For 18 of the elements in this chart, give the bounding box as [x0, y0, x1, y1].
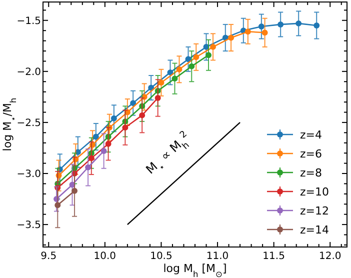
x-tick-label: 11.0 [206, 251, 229, 262]
x-tick-label: 9.5 [40, 251, 57, 262]
y-tick-label: −1.5 [16, 16, 41, 27]
x-tick-label: 12.0 [318, 251, 342, 262]
legend-label: z=14 [300, 224, 329, 236]
x-tick-label: 11.5 [262, 251, 285, 262]
legend-label: z=6 [300, 148, 322, 160]
x-tick-label: 10.0 [94, 251, 116, 262]
y-tick-label: −3.5 [16, 220, 41, 232]
x-axis-title: log M$_{h}$ [M$_{⊙}$] [163, 262, 227, 278]
legend-label: z=4 [300, 128, 322, 142]
y-tick-label: −2.5 [16, 118, 41, 129]
x-tick-label: 10.5 [150, 251, 172, 262]
legend-label: z=12 [300, 204, 329, 218]
y-tick-label: −3.0 [16, 169, 41, 180]
legend-label: z=10 [300, 186, 329, 198]
y-tick-label: −2.0 [16, 66, 41, 78]
legend-label: z=8 [300, 166, 322, 180]
